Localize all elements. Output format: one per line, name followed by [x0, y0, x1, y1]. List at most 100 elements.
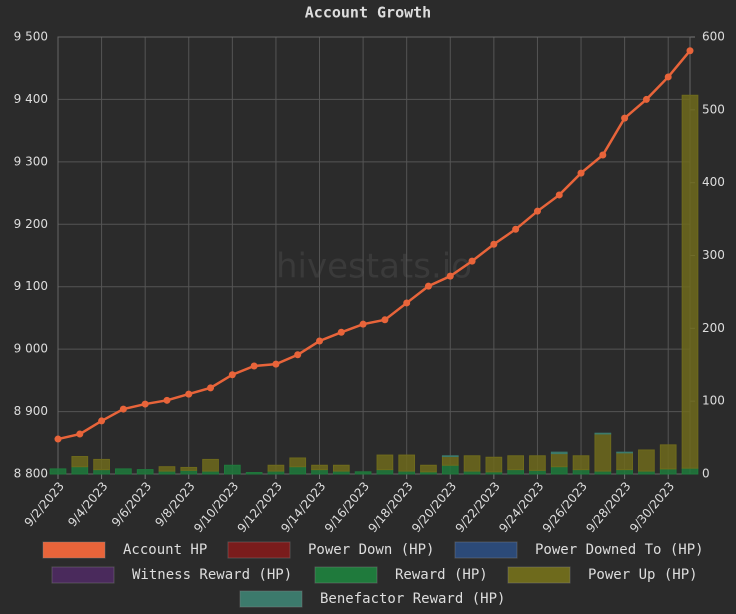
point: [359, 320, 367, 328]
bar: [572, 469, 590, 475]
bar: [202, 458, 219, 472]
point: [490, 240, 498, 248]
bar: [71, 456, 89, 468]
bar: [441, 455, 459, 458]
y2-tick-label: 400: [702, 175, 725, 189]
legend-swatch: [507, 566, 571, 584]
bar: [180, 466, 198, 471]
y-tick-label: 9 100: [14, 279, 48, 293]
bar: [616, 451, 633, 454]
bar: [616, 469, 633, 475]
legend-swatch: [314, 566, 378, 584]
bar: [550, 451, 568, 455]
bar: [332, 464, 350, 472]
legend-label: Power Downed To (HP): [535, 542, 704, 558]
bar: [638, 449, 655, 472]
point: [381, 316, 389, 324]
y-tick-label: 9 200: [14, 217, 48, 231]
point: [577, 169, 585, 177]
point: [621, 114, 629, 122]
bar: [289, 466, 307, 475]
bar: [507, 469, 525, 475]
bar: [376, 469, 394, 475]
bar: [71, 466, 89, 475]
legend-swatch: [227, 541, 291, 559]
point: [294, 351, 302, 359]
bar: [245, 472, 263, 475]
bar: [485, 456, 503, 473]
y-tick-label: 9 000: [14, 342, 48, 356]
legend-swatch: [239, 590, 303, 608]
y2-tick-label: 300: [702, 248, 725, 262]
bar: [441, 464, 459, 475]
bar: [93, 469, 110, 475]
y-tick-label: 9 300: [14, 154, 48, 168]
bar: [311, 464, 328, 471]
point: [76, 430, 84, 438]
point: [599, 151, 607, 159]
legend-label: Witness Reward (HP): [132, 567, 292, 583]
point: [533, 207, 541, 215]
point: [686, 47, 694, 55]
bar: [115, 468, 132, 475]
bar: [659, 444, 677, 470]
bar: [136, 469, 154, 475]
point: [119, 405, 127, 413]
legend-label: Account HP: [123, 542, 207, 558]
y2-tick-label: 600: [702, 30, 725, 44]
bar: [594, 432, 612, 435]
bar: [420, 464, 437, 473]
bar: [529, 455, 546, 471]
y2-tick-label: 500: [702, 102, 725, 116]
bar: [441, 456, 459, 466]
bar: [616, 452, 633, 471]
bar: [289, 457, 307, 468]
bar: [354, 471, 372, 475]
point: [403, 299, 411, 307]
bar: [267, 464, 285, 472]
bar: [398, 454, 416, 472]
bar: [550, 453, 568, 468]
point: [424, 282, 432, 290]
y-tick-label: 9 500: [14, 30, 48, 44]
point: [98, 417, 106, 425]
legend-label: Reward (HP): [395, 567, 488, 583]
bar: [681, 94, 699, 469]
point: [642, 95, 650, 103]
point: [163, 396, 171, 404]
bar: [158, 466, 176, 472]
legend-swatch: [51, 566, 115, 584]
bar: [376, 454, 394, 471]
bar: [49, 468, 67, 475]
point: [272, 360, 280, 368]
point: [228, 371, 236, 379]
legend-swatch: [42, 541, 106, 559]
point: [664, 73, 672, 81]
point: [54, 435, 62, 443]
point: [316, 337, 324, 345]
bar: [659, 468, 677, 475]
point: [250, 362, 258, 370]
point: [337, 328, 345, 336]
legend-label: Power Up (HP): [588, 567, 698, 583]
bar: [223, 464, 241, 475]
bar: [311, 469, 328, 475]
bar: [180, 469, 198, 475]
line: [57, 49, 691, 441]
y2-tick-label: 200: [702, 321, 725, 335]
bar: [681, 467, 699, 475]
point: [468, 257, 476, 265]
bar: [507, 455, 525, 471]
point: [185, 390, 193, 398]
chart-title: Account Growth: [305, 4, 431, 22]
bar: [529, 469, 546, 475]
y2-tick-label: 100: [702, 394, 725, 408]
point: [446, 272, 454, 280]
y-tick-label: 8 800: [14, 467, 48, 481]
legend-swatch: [454, 541, 518, 559]
y-tick-label: 9 400: [14, 92, 48, 106]
point: [141, 400, 149, 408]
y2-tick-label: 0: [702, 467, 710, 481]
